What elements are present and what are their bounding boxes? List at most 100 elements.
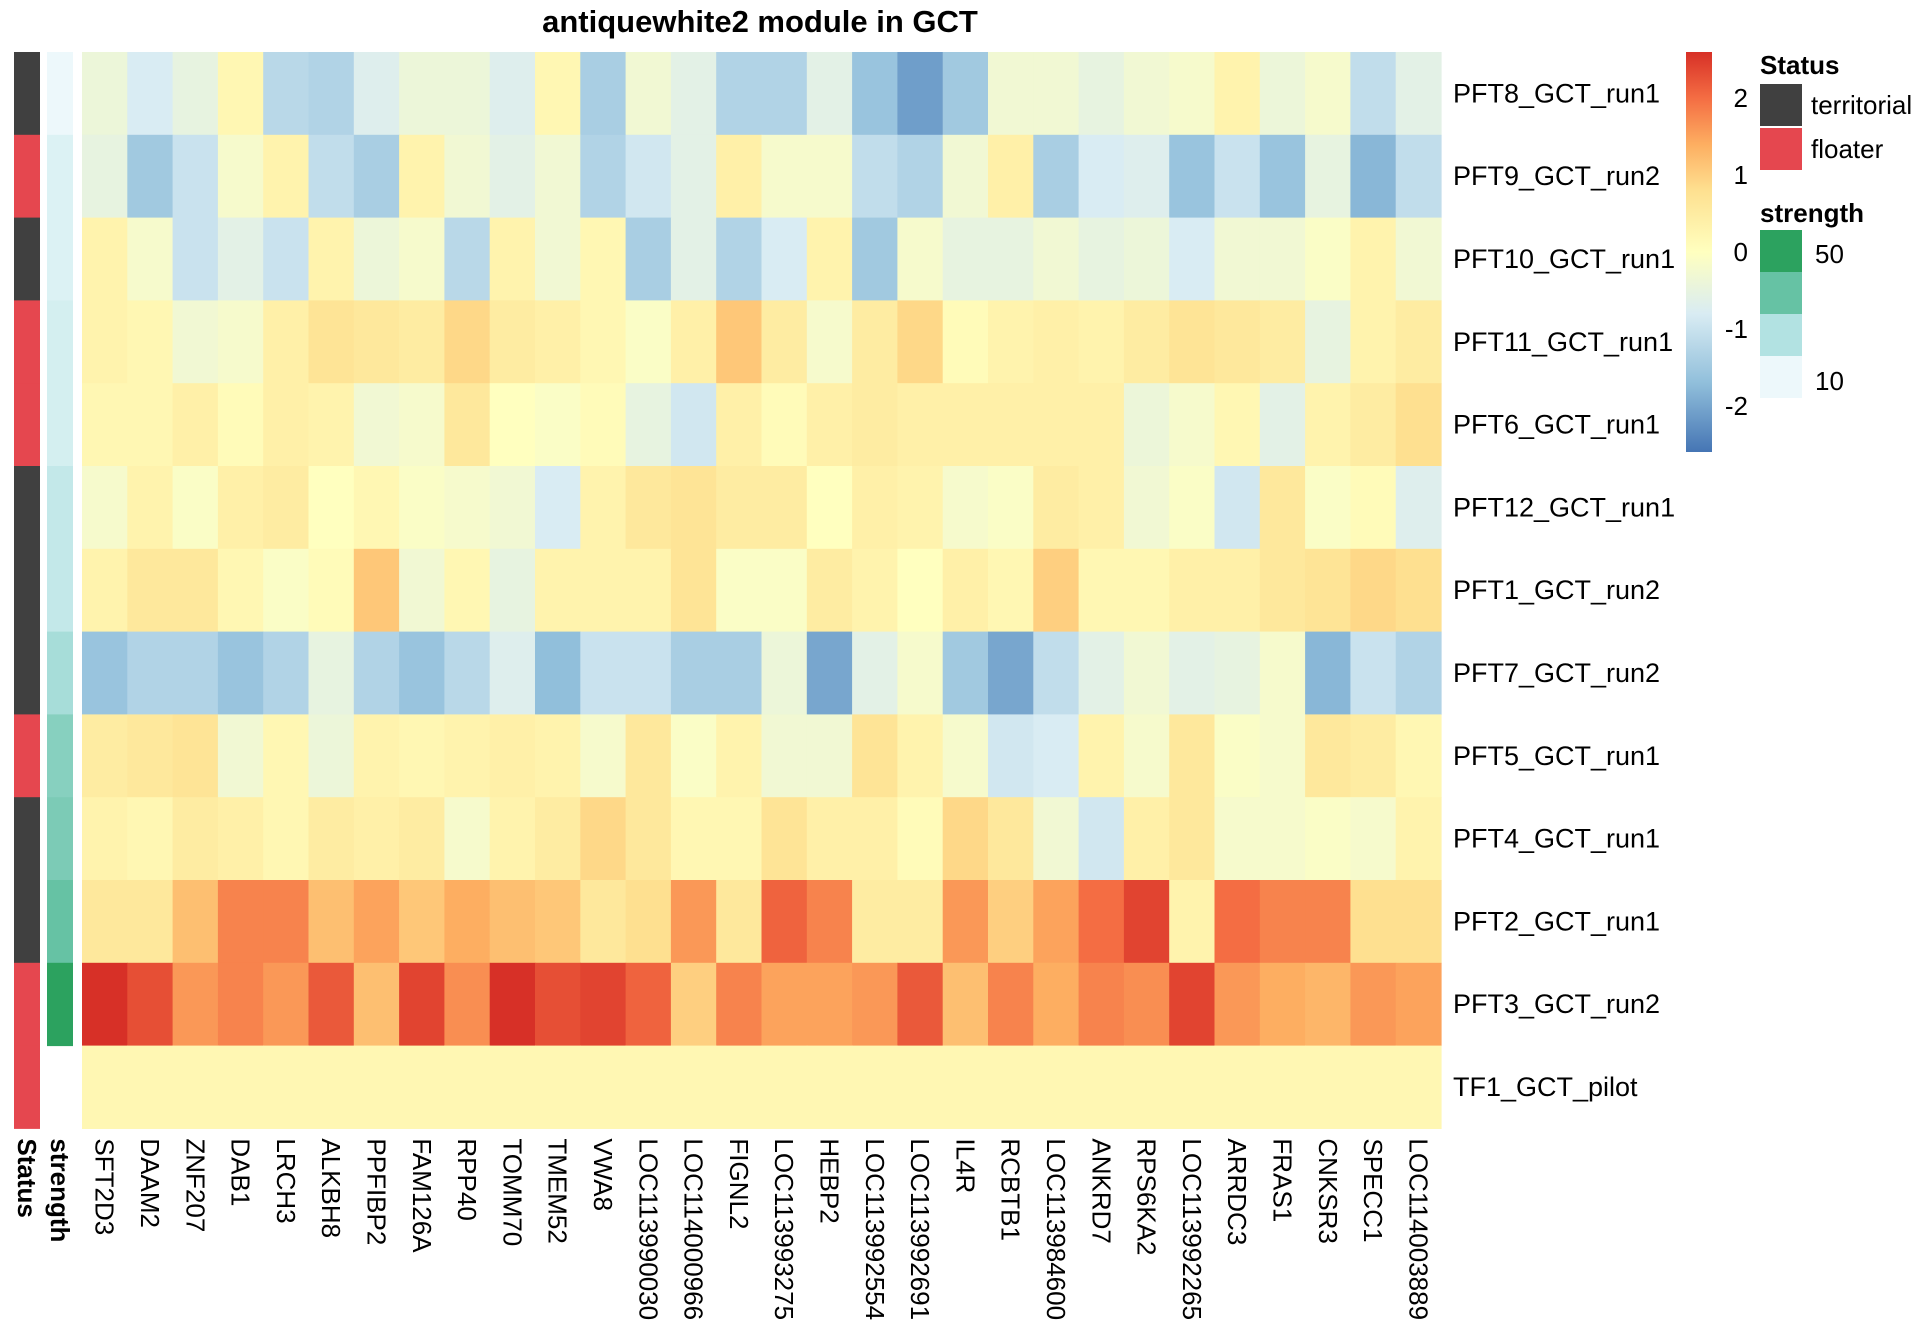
column-label: LRCH3	[271, 1138, 301, 1223]
heatmap-cell	[625, 466, 672, 550]
heatmap-cell	[535, 466, 581, 550]
heatmap-cell	[127, 548, 174, 633]
heatmap-cell	[988, 134, 1034, 219]
heatmap-cell	[217, 548, 264, 633]
heatmap-cell	[1305, 962, 1351, 1047]
column-label: ARRDC3	[1222, 1138, 1252, 1245]
heatmap-cell	[1214, 548, 1261, 633]
heatmap-cell	[127, 714, 174, 798]
heatmap-cell	[942, 880, 989, 964]
column-labels: SFT2D3 DAAM2 ZNF207 DAB1 LRCH3 ALKBH8 PPFIBP2 F…	[90, 1138, 1434, 1320]
heatmap-cell	[1214, 962, 1261, 1047]
heatmap-cell	[1123, 962, 1170, 1047]
heatmap-cell	[1123, 631, 1170, 715]
status-cell	[14, 880, 40, 964]
heatmap-cell	[263, 52, 310, 136]
column-label: LOC113990030	[633, 1138, 663, 1320]
strength-legend: strength 50 10	[1760, 198, 1864, 398]
heatmap-cell	[580, 1045, 627, 1129]
heatmap-cell	[1033, 1045, 1080, 1129]
heatmap-cell	[716, 548, 763, 633]
status-cell	[14, 300, 40, 384]
status-legend-title: Status	[1760, 50, 1839, 80]
column-label: RPP40	[452, 1138, 482, 1220]
heatmap-cell	[444, 797, 491, 881]
heatmap-cell	[1395, 714, 1442, 798]
heatmap-cell	[399, 631, 445, 715]
heatmap-cell	[263, 217, 310, 301]
heatmap-cell	[535, 217, 581, 301]
strength-cell	[47, 797, 73, 881]
heatmap-cell	[1078, 1045, 1125, 1129]
heatmap-cell	[852, 880, 898, 964]
heatmap-cell	[263, 134, 310, 219]
column-label: IL4R	[950, 1138, 980, 1193]
heatmap-cell	[761, 631, 808, 715]
heatmap-cell	[308, 466, 355, 550]
heatmap-cell	[716, 383, 763, 467]
heatmap-cell	[217, 466, 264, 550]
heatmap-cell	[1169, 797, 1216, 881]
heatmap-cell	[444, 714, 491, 798]
heatmap-cell	[1214, 300, 1261, 384]
heatmap-cell	[897, 797, 944, 881]
column-label: DAB1	[226, 1138, 256, 1206]
row-label: PFT5_GCT_run1	[1453, 741, 1660, 771]
status-cell	[14, 383, 40, 467]
heatmap-cell	[535, 52, 581, 136]
heatmap-cell	[535, 962, 581, 1047]
heatmap-cell	[489, 880, 536, 964]
heatmap-cell	[1123, 548, 1170, 633]
heatmap-cell	[172, 383, 219, 467]
heatmap-cell	[761, 714, 808, 798]
column-label: HEBP2	[814, 1138, 844, 1223]
heatmap-cell	[82, 134, 128, 219]
status-cell	[14, 548, 40, 633]
heatmap-cell	[897, 1045, 944, 1129]
column-label: LOC114003889	[1403, 1138, 1433, 1320]
heatmap-cell	[399, 1045, 445, 1129]
heatmap-cell	[625, 1045, 672, 1129]
heatmap-cell	[942, 714, 989, 798]
heatmap-cell	[217, 52, 264, 136]
status-cell	[14, 714, 40, 798]
status-annotation-column	[14, 52, 40, 1129]
column-label: ZNF207	[180, 1138, 210, 1232]
heatmap-cell	[444, 631, 491, 715]
value-tick-label: -2	[1725, 391, 1748, 421]
heatmap-cell	[444, 880, 491, 964]
status-cell	[14, 797, 40, 881]
heatmap-cell	[489, 134, 536, 219]
heatmap-cell	[670, 797, 717, 881]
heatmap-cell	[1259, 217, 1306, 301]
heatmap-cell	[127, 880, 174, 964]
column-label: RCBTB1	[996, 1138, 1026, 1241]
heatmap-cell	[489, 631, 536, 715]
column-label: ANKRD7	[1086, 1138, 1116, 1243]
heatmap-cell	[988, 466, 1034, 550]
heatmap-cell	[353, 300, 400, 384]
value-tick-label: 0	[1734, 237, 1748, 267]
heatmap-cell	[897, 714, 944, 798]
strength-legend-swatch	[1760, 356, 1802, 398]
heatmap-cell	[444, 217, 491, 301]
heatmap-cell	[580, 962, 627, 1047]
heatmap-cell	[716, 714, 763, 798]
heatmap-cell	[1033, 300, 1080, 384]
heatmap-cell	[716, 797, 763, 881]
heatmap-cell	[1078, 714, 1125, 798]
heatmap-cell	[1033, 797, 1080, 881]
heatmap-cell	[1123, 714, 1170, 798]
heatmap-cell	[1123, 383, 1170, 467]
column-label: PPFIBP2	[361, 1138, 391, 1245]
heatmap-cell	[988, 300, 1034, 384]
heatmap-cell	[399, 217, 445, 301]
heatmap-cell	[670, 1045, 717, 1129]
heatmap-cell	[444, 300, 491, 384]
heatmap-cell	[353, 631, 400, 715]
heatmap-cell	[82, 880, 128, 964]
heatmap-cell	[625, 797, 672, 881]
heatmap-cell	[806, 134, 853, 219]
column-label: LOC114000966	[679, 1138, 709, 1320]
column-label: FAM126A	[407, 1138, 437, 1253]
